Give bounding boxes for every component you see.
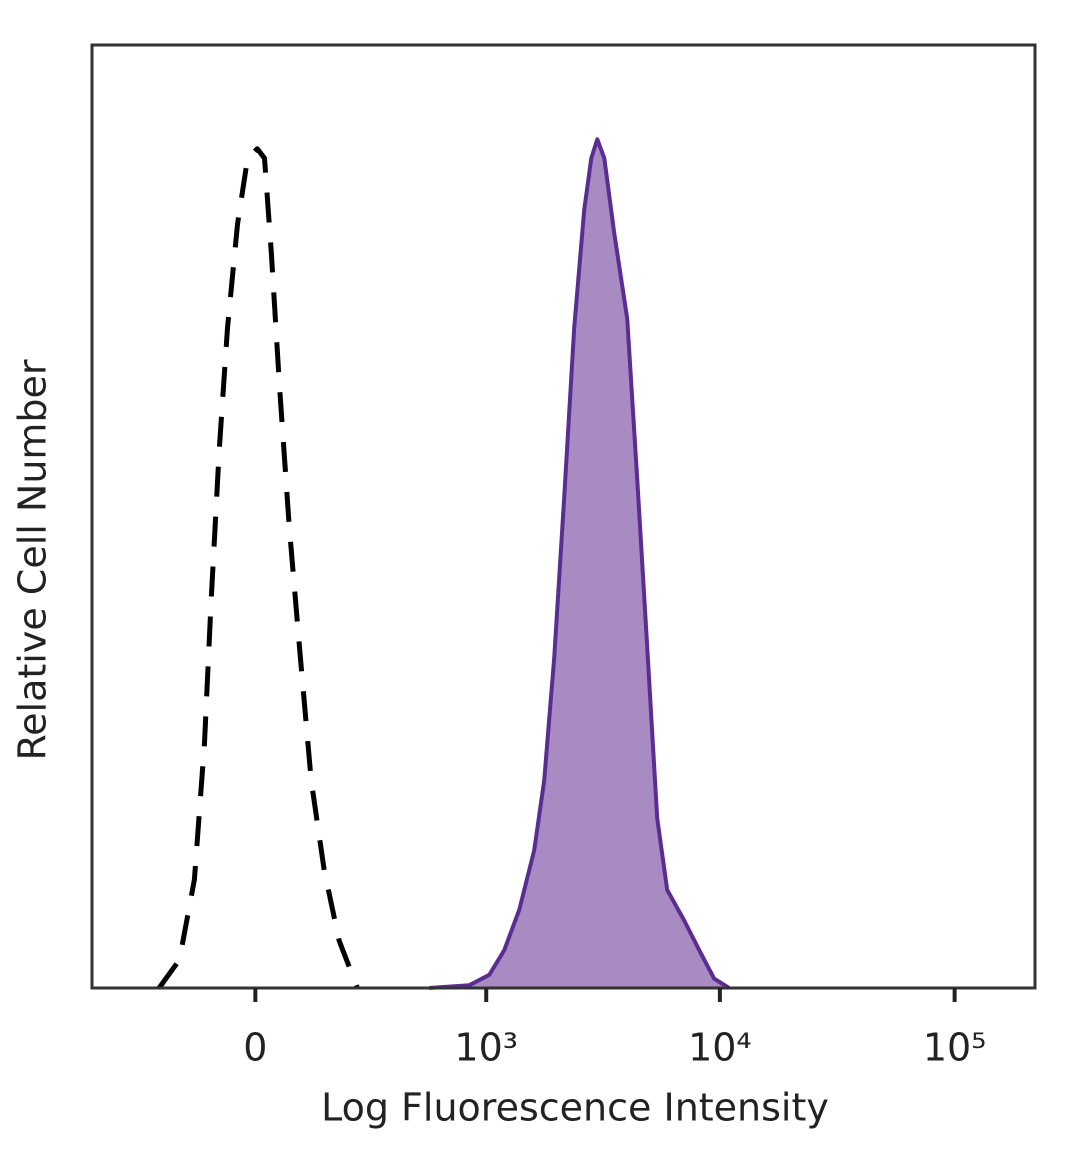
- x-tick-label: 0: [243, 1026, 267, 1070]
- x-axis-label: Log Fluorescence Intensity: [321, 1086, 829, 1130]
- x-tick-label: 10³: [454, 1026, 518, 1070]
- x-tick-label: 10⁵: [923, 1026, 987, 1070]
- histogram-line: [157, 146, 360, 990]
- histogram-area: [429, 137, 731, 990]
- x-tick-label: 10⁴: [688, 1026, 752, 1070]
- y-axis-label: Relative Cell Number: [11, 359, 55, 760]
- plot-frame: [90, 43, 1037, 990]
